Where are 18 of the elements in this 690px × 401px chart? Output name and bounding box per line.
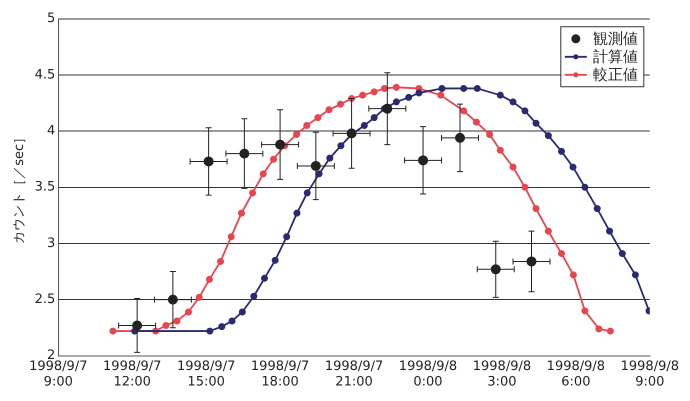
legend-label: 観測値 <box>592 30 638 48</box>
legend-label: 計算値 <box>592 48 638 66</box>
x-tick-label: 1998/9/8 9:00 <box>620 358 679 390</box>
x-tick-label: 1998/9/7 18:00 <box>250 358 310 390</box>
x-tick-label: 1998/9/8 0:00 <box>398 358 458 390</box>
y-axis-title: カウント［／sec］ <box>12 130 28 244</box>
y-tick-label: 3.5 <box>34 180 56 195</box>
x-tick-label: 1998/9/7 15:00 <box>176 358 236 390</box>
y-tick-label: 3 <box>46 236 56 251</box>
y-tick-label: 5 <box>46 11 56 26</box>
x-tick-label: 1998/9/7 12:00 <box>103 358 162 390</box>
x-tick-label: 1998/9/8 6:00 <box>546 358 606 390</box>
x-tick-label: 1998/9/8 3:00 <box>472 358 532 390</box>
y-tick-label: 2.5 <box>34 292 56 308</box>
y-tick-label: 4.5 <box>34 67 56 82</box>
y-tick-label: 4 <box>46 124 56 139</box>
x-tick-label: 1998/9/7 21:00 <box>324 358 384 390</box>
legend-label: 較正値 <box>592 66 638 84</box>
